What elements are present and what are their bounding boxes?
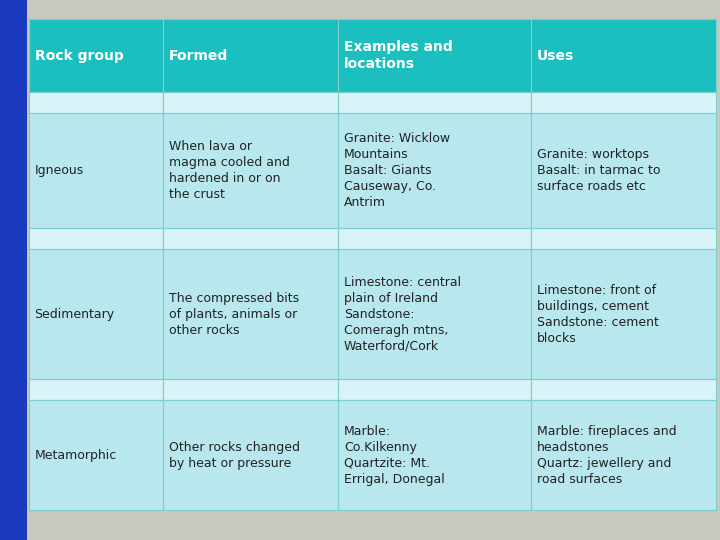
- Bar: [338, 380, 531, 400]
- Bar: [163, 92, 338, 113]
- Text: Limestone: front of
buildings, cement
Sandstone: cement
blocks: Limestone: front of buildings, cement Sa…: [536, 284, 658, 345]
- Bar: [29, 92, 163, 113]
- Bar: [0, 0, 27, 540]
- Bar: [531, 380, 716, 400]
- Bar: [29, 249, 163, 380]
- Bar: [338, 92, 531, 113]
- Bar: [338, 249, 531, 380]
- Text: Granite: Wicklow
Mountains
Basalt: Giants
Causeway, Co.
Antrim: Granite: Wicklow Mountains Basalt: Giant…: [344, 132, 450, 209]
- Text: Marble:
Co.Kilkenny
Quartzite: Mt.
Errigal, Donegal: Marble: Co.Kilkenny Quartzite: Mt. Errig…: [344, 424, 445, 485]
- Bar: [163, 380, 338, 400]
- Bar: [531, 113, 716, 228]
- Bar: [163, 228, 338, 249]
- Text: Metamorphic: Metamorphic: [35, 449, 117, 462]
- Bar: [29, 113, 163, 228]
- Bar: [163, 113, 338, 228]
- Text: Igneous: Igneous: [35, 164, 84, 177]
- Text: The compressed bits
of plants, animals or
other rocks: The compressed bits of plants, animals o…: [168, 292, 299, 336]
- Text: Uses: Uses: [536, 49, 574, 63]
- Text: Examples and
locations: Examples and locations: [344, 40, 453, 71]
- Bar: [338, 113, 531, 228]
- Bar: [531, 19, 716, 92]
- Text: Other rocks changed
by heat or pressure: Other rocks changed by heat or pressure: [168, 441, 300, 470]
- Text: Rock group: Rock group: [35, 49, 123, 63]
- Text: When lava or
magma cooled and
hardened in or on
the crust: When lava or magma cooled and hardened i…: [168, 140, 289, 201]
- Text: Granite: worktops
Basalt: in tarmac to
surface roads etc: Granite: worktops Basalt: in tarmac to s…: [536, 148, 660, 193]
- Bar: [29, 380, 163, 400]
- Bar: [338, 228, 531, 249]
- Text: Sedimentary: Sedimentary: [35, 308, 114, 321]
- Bar: [29, 19, 163, 92]
- Bar: [531, 228, 716, 249]
- Text: Formed: Formed: [168, 49, 228, 63]
- Bar: [338, 19, 531, 92]
- Bar: [163, 249, 338, 380]
- Bar: [338, 400, 531, 510]
- Bar: [29, 228, 163, 249]
- Text: Marble: fireplaces and
headstones
Quartz: jewellery and
road surfaces: Marble: fireplaces and headstones Quartz…: [536, 424, 676, 485]
- Bar: [531, 92, 716, 113]
- Bar: [163, 19, 338, 92]
- Text: Limestone: central
plain of Ireland
Sandstone:
Comeragh mtns,
Waterford/Cork: Limestone: central plain of Ireland Sand…: [344, 275, 461, 353]
- Bar: [163, 400, 338, 510]
- Bar: [531, 400, 716, 510]
- Bar: [29, 400, 163, 510]
- Bar: [531, 249, 716, 380]
